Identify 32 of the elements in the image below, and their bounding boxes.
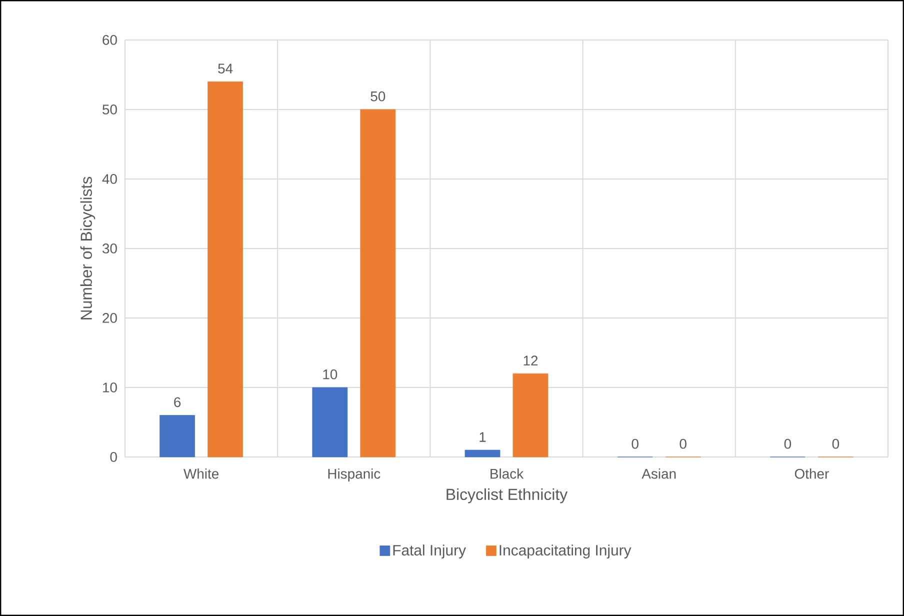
x-axis-title: Bicyclist Ethnicity bbox=[446, 488, 568, 504]
data-label: 0 bbox=[832, 438, 840, 449]
data-label: 6 bbox=[174, 397, 181, 408]
data-label: 0 bbox=[632, 438, 638, 449]
bar bbox=[312, 387, 348, 458]
x-tick-label: Asian bbox=[642, 468, 676, 479]
data-label: 10 bbox=[323, 369, 338, 380]
x-tick-label: White bbox=[184, 468, 219, 479]
legend-label: Fatal Injury bbox=[393, 544, 466, 558]
x-tick-label: Other bbox=[794, 468, 829, 479]
bar bbox=[464, 450, 500, 458]
data-label: 50 bbox=[370, 91, 386, 102]
y-tick-label: 40 bbox=[102, 174, 117, 184]
y-tick-label: 30 bbox=[102, 244, 117, 254]
legend-label: Incapacitating Injury bbox=[500, 544, 632, 558]
bar bbox=[160, 415, 196, 458]
y-tick-label: 0 bbox=[110, 452, 117, 462]
data-label: 0 bbox=[680, 438, 686, 449]
x-tick-label: Black bbox=[490, 468, 524, 479]
bar bbox=[512, 373, 548, 458]
data-label: 12 bbox=[524, 356, 538, 366]
y-tick-label: 60 bbox=[102, 35, 117, 45]
bar bbox=[208, 81, 244, 458]
y-axis-title: Number of Bicyclists bbox=[80, 176, 96, 320]
y-tick-label: 50 bbox=[102, 104, 117, 114]
y-tick-label: 20 bbox=[102, 313, 117, 323]
data-label: 1 bbox=[480, 432, 486, 442]
bar bbox=[360, 109, 396, 458]
y-tick-label: 10 bbox=[103, 382, 117, 392]
x-tick-label: Hispanic bbox=[328, 468, 380, 482]
data-label: 0 bbox=[784, 438, 792, 449]
data-label: 54 bbox=[218, 64, 233, 74]
